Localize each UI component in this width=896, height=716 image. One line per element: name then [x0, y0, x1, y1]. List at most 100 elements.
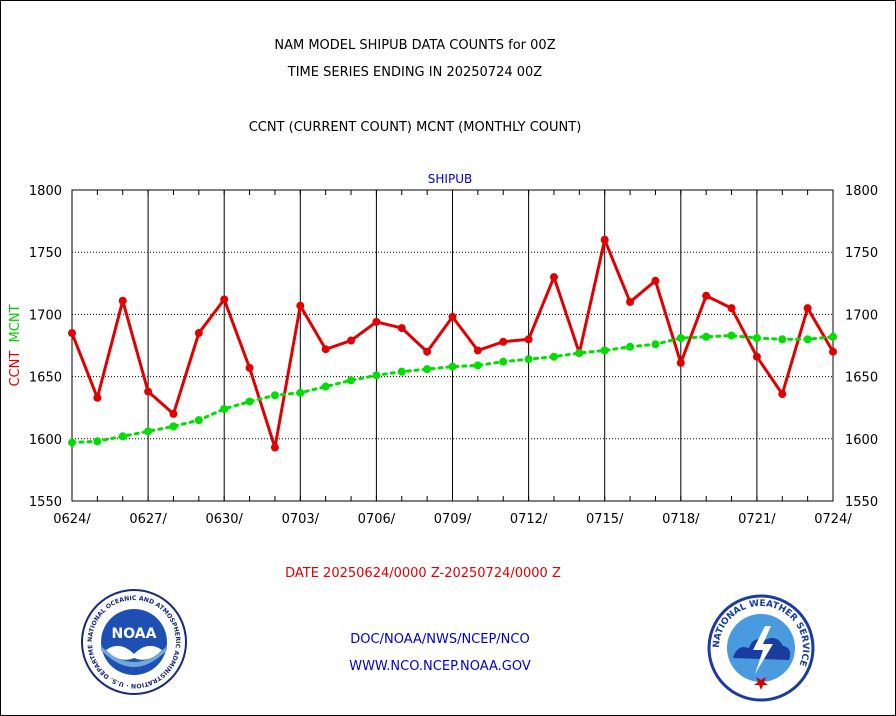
x-tick-label: 0703/	[282, 512, 320, 527]
x-tick-label: 0721/	[738, 512, 776, 527]
y-tick-label-left: 1750	[29, 246, 62, 261]
chart-title-line2: TIME SERIES ENDING IN 20250724 00Z	[287, 65, 543, 80]
mcnt-point	[372, 371, 381, 380]
credit-line-1: DOC/NOAA/NWS/NCEP/NCO	[350, 632, 530, 647]
y-tick-label-left: 1800	[29, 184, 62, 199]
grid-layer	[72, 190, 833, 501]
y-tick-label-right: 1750	[845, 246, 878, 261]
mcnt-point	[829, 332, 837, 341]
ccnt-point	[220, 295, 229, 304]
mcnt-point	[245, 397, 254, 406]
mcnt-point	[803, 335, 812, 344]
y-tick-label-left: 1700	[29, 308, 62, 323]
x-tick-label: 0715/	[586, 512, 624, 527]
ccnt-point	[727, 304, 736, 313]
mcnt-point	[575, 348, 584, 357]
mcnt-point	[549, 352, 558, 361]
ccnt-point	[93, 393, 102, 402]
ccnt-point	[372, 317, 381, 326]
x-tick-label: 0624/	[53, 512, 91, 527]
ccnt-point	[676, 358, 685, 367]
y-tick-label-right: 1550	[845, 495, 878, 510]
ccnt-point	[778, 390, 787, 399]
ccnt-point	[702, 291, 711, 300]
mcnt-point	[423, 365, 432, 374]
mcnt-point	[524, 355, 533, 364]
ccnt-point	[144, 387, 153, 396]
x-tick-label: 0724/	[814, 512, 852, 527]
ccnt-point	[600, 235, 609, 244]
ccnt-point	[397, 324, 406, 333]
x-tick-label: 0709/	[434, 512, 472, 527]
mcnt-point	[499, 357, 508, 366]
mcnt-point	[397, 367, 406, 376]
mcnt-point	[93, 437, 102, 446]
y-tick-label-right: 1650	[845, 371, 878, 386]
x-tick-label: 0712/	[510, 512, 548, 527]
y-tick-label-left: 1550	[29, 495, 62, 510]
ccnt-point	[245, 363, 254, 372]
ccnt-point	[473, 346, 482, 355]
mcnt-point	[220, 404, 229, 413]
mcnt-point	[321, 382, 330, 391]
y-tick-label-right: 1600	[845, 433, 878, 448]
chart-subtitle: CCNT (CURRENT COUNT) MCNT (MONTHLY COUNT…	[248, 120, 582, 135]
ccnt-point	[803, 304, 812, 313]
mcnt-point	[676, 334, 685, 343]
x-tick-label: 0718/	[662, 512, 700, 527]
ccnt-point	[549, 273, 558, 282]
plot-border	[71, 189, 834, 502]
mcnt-point	[752, 334, 761, 343]
ccnt-point	[423, 347, 432, 356]
ccnt-point	[651, 276, 660, 285]
mcnt-point	[626, 342, 635, 351]
y-tick-label-right: 1700	[845, 308, 878, 323]
ccnt-point	[752, 352, 761, 361]
mcnt-point	[270, 391, 279, 400]
svg-text:NOAA: NOAA	[112, 626, 157, 642]
mcnt-point	[448, 362, 457, 371]
ccnt-point	[118, 296, 127, 305]
mcnt-point	[118, 432, 127, 441]
x-tick-label: 0627/	[129, 512, 167, 527]
mcnt-point	[68, 438, 76, 447]
x-tick-label: 0706/	[358, 512, 396, 527]
date-range: DATE 20250624/0000 Z-20250724/0000 Z	[285, 566, 561, 581]
ccnt-point	[499, 337, 508, 346]
y-axis-label-part: MCNT	[8, 304, 23, 350]
chart-title-line1: NAM MODEL SHIPUB DATA COUNTS for 00Z	[274, 38, 556, 53]
mcnt-point	[296, 388, 305, 397]
mcnt-point	[702, 332, 711, 341]
x-tick-label: 0630/	[205, 512, 243, 527]
ccnt-point	[321, 345, 330, 354]
ccnt-point	[524, 335, 533, 344]
mcnt-point	[778, 335, 787, 344]
axis-layer: 1550 1550 1600 1600 1650 1650 1700 1700 1750 1750…	[8, 184, 878, 527]
mcnt-point	[600, 346, 609, 355]
ccnt-point	[626, 297, 635, 306]
ccnt-point	[169, 409, 178, 418]
y-tick-label-left: 1600	[29, 433, 62, 448]
mcnt-point	[727, 331, 736, 340]
series-layer	[68, 235, 837, 452]
ccnt-point	[448, 312, 457, 321]
ccnt-point	[829, 347, 837, 356]
mcnt-point	[194, 416, 203, 425]
ccnt-point	[296, 301, 305, 310]
mcnt-point	[169, 422, 178, 431]
panel-label: SHIPUB	[427, 172, 473, 186]
ccnt-point	[68, 329, 76, 338]
noaa-logo: NATIONAL OCEANIC AND ATMOSPHERIC ADMINIS…	[80, 588, 187, 695]
y-tick-label-right: 1800	[845, 184, 878, 199]
y-axis-label: CCNT MCNT	[8, 304, 23, 386]
ccnt-point	[347, 336, 356, 345]
mcnt-point	[347, 376, 356, 385]
y-axis-label-part: CCNT	[8, 351, 23, 387]
mcnt-point	[144, 427, 153, 436]
mcnt-point	[651, 340, 660, 349]
y-tick-label-left: 1650	[29, 371, 62, 386]
ccnt-point	[194, 329, 203, 338]
credit-line-2: WWW.NCO.NCEP.NOAA.GOV	[349, 659, 531, 674]
ccnt-point	[270, 443, 279, 452]
